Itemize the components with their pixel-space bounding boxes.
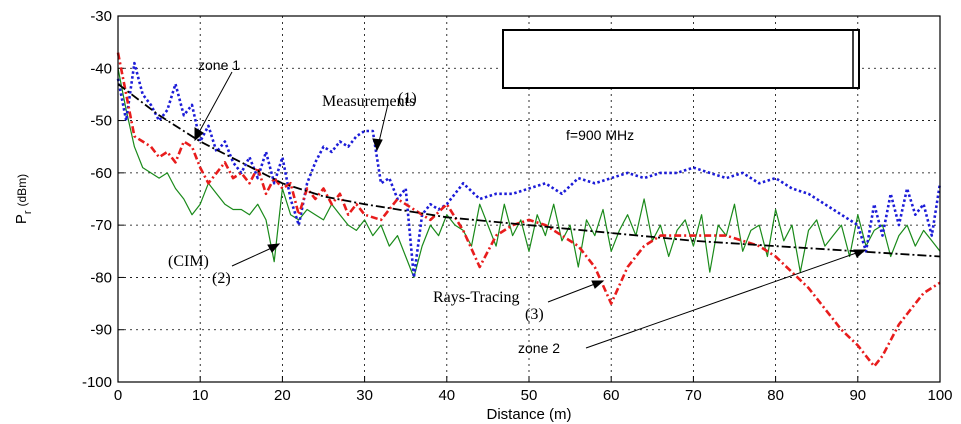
x-tick-label: 60 [603, 387, 620, 404]
x-tick-label: 70 [685, 387, 702, 404]
frequency-label: f=900 MHz [566, 127, 634, 143]
cim-label: (CIM) [168, 253, 209, 270]
x-tick-label: 40 [438, 387, 455, 404]
y-axis-label-main: P [13, 214, 30, 224]
cim-arrow [231, 245, 277, 267]
x-tick-label: 10 [192, 387, 209, 404]
y-tick-label: -30 [90, 8, 112, 25]
zone2-arrow [585, 250, 863, 349]
y-tick-label: -100 [82, 374, 112, 391]
svg-text:Pr(dBm): Pr (dBm) [13, 174, 34, 224]
y-tick-label: -80 [90, 269, 112, 286]
y-tick-label: -90 [90, 322, 112, 339]
y-axis-label-unit: (dBm) [15, 174, 29, 207]
label-2: (2) [212, 270, 231, 287]
rays-tracing-label: Rays-Tracing [433, 289, 520, 306]
y-tick-label: -50 [90, 113, 112, 130]
measurements-label: Measurements [322, 93, 415, 110]
x-axis-label: Distance (m) [486, 406, 571, 423]
x-tick-label: 20 [274, 387, 291, 404]
x-tick-label: 30 [356, 387, 373, 404]
cim-arrowhead [267, 243, 281, 253]
zone1-label: zone 1 [198, 57, 240, 73]
x-tick-label: 50 [521, 387, 538, 404]
label-1: (1) [398, 90, 417, 107]
y-tick-label: -40 [90, 60, 112, 77]
x-tick-label: 80 [767, 387, 784, 404]
label-3: (3) [525, 306, 544, 323]
x-tick-label: 0 [114, 387, 122, 404]
y-tick-label: -60 [90, 165, 112, 182]
x-tick-label: 100 [927, 387, 952, 404]
zone1-arrow [196, 71, 233, 137]
annotation-arrows [194, 71, 867, 349]
tick-labels: 0 10 20 30 40 50 60 70 80 90 100 -100 -90 -80 -70 -60 -5… [82, 8, 953, 404]
rays-arrowhead [591, 280, 605, 289]
measurements-arrow [377, 103, 389, 147]
zone2-arrowhead [853, 249, 867, 258]
legend-box [502, 29, 860, 89]
series-line-cim [117, 68, 941, 278]
measurements-arrowhead [372, 138, 383, 152]
x-tick-label: 90 [849, 387, 866, 404]
zone1-arrowhead [194, 127, 204, 142]
series-layer [116, 52, 942, 368]
zone2-label: zone 2 [518, 340, 560, 356]
y-tick-label: -70 [90, 217, 112, 234]
series-line-fit [117, 83, 941, 258]
plot-frame [117, 15, 941, 383]
y-axis-label: Pr (dBm) [13, 174, 34, 224]
rays-arrow [547, 281, 601, 303]
y-axis-label-sub: r [22, 210, 34, 214]
